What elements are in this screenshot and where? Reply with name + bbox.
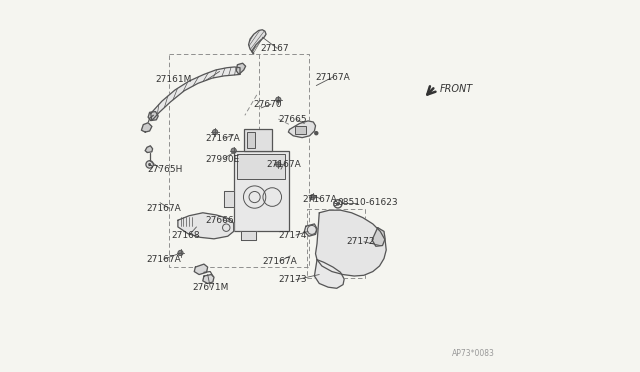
Text: FRONT: FRONT <box>440 84 473 93</box>
Polygon shape <box>145 146 152 153</box>
Text: 27670: 27670 <box>253 100 282 109</box>
Text: 27173: 27173 <box>278 275 307 284</box>
Text: 27172: 27172 <box>346 237 374 246</box>
Circle shape <box>178 250 183 256</box>
Polygon shape <box>305 224 317 236</box>
Polygon shape <box>178 213 234 239</box>
Circle shape <box>310 195 315 200</box>
Text: 27174: 27174 <box>278 231 307 240</box>
Text: 27665: 27665 <box>278 115 307 124</box>
Text: 27167A: 27167A <box>266 160 301 169</box>
Text: 27167A: 27167A <box>206 134 241 143</box>
Polygon shape <box>203 275 214 283</box>
Text: 27161M: 27161M <box>156 76 191 84</box>
Text: 27167A: 27167A <box>316 73 350 81</box>
Circle shape <box>148 163 151 166</box>
Text: 27666: 27666 <box>206 216 234 225</box>
Text: 27167A: 27167A <box>262 257 297 266</box>
Polygon shape <box>225 190 234 206</box>
Polygon shape <box>289 121 316 138</box>
Circle shape <box>146 161 154 168</box>
Text: AP73*0083: AP73*0083 <box>452 349 495 358</box>
Circle shape <box>212 129 218 135</box>
Polygon shape <box>314 260 344 288</box>
Text: 27168: 27168 <box>172 231 200 240</box>
Text: 27167A: 27167A <box>147 204 181 213</box>
Bar <box>244 129 271 151</box>
Text: S: S <box>333 201 338 207</box>
Text: 27167: 27167 <box>260 44 289 53</box>
Text: 27167A: 27167A <box>303 195 337 203</box>
Polygon shape <box>195 264 207 275</box>
Text: 27167A: 27167A <box>147 255 181 264</box>
Polygon shape <box>141 123 152 132</box>
Polygon shape <box>372 228 385 246</box>
Circle shape <box>276 162 281 167</box>
Polygon shape <box>236 63 246 74</box>
Circle shape <box>336 202 340 206</box>
Polygon shape <box>316 210 386 276</box>
Polygon shape <box>148 112 158 121</box>
Bar <box>234 151 289 231</box>
Text: 27765H: 27765H <box>147 165 182 174</box>
Circle shape <box>231 148 236 153</box>
Circle shape <box>276 97 281 102</box>
Polygon shape <box>241 231 256 240</box>
Text: 27671M: 27671M <box>193 283 229 292</box>
Polygon shape <box>151 67 240 121</box>
Bar <box>246 132 255 148</box>
Text: 27990E: 27990E <box>206 155 240 164</box>
Bar <box>237 154 285 179</box>
Bar <box>294 126 306 134</box>
Text: 08510-61623: 08510-61623 <box>338 198 399 207</box>
Polygon shape <box>248 30 266 54</box>
Circle shape <box>314 131 319 135</box>
